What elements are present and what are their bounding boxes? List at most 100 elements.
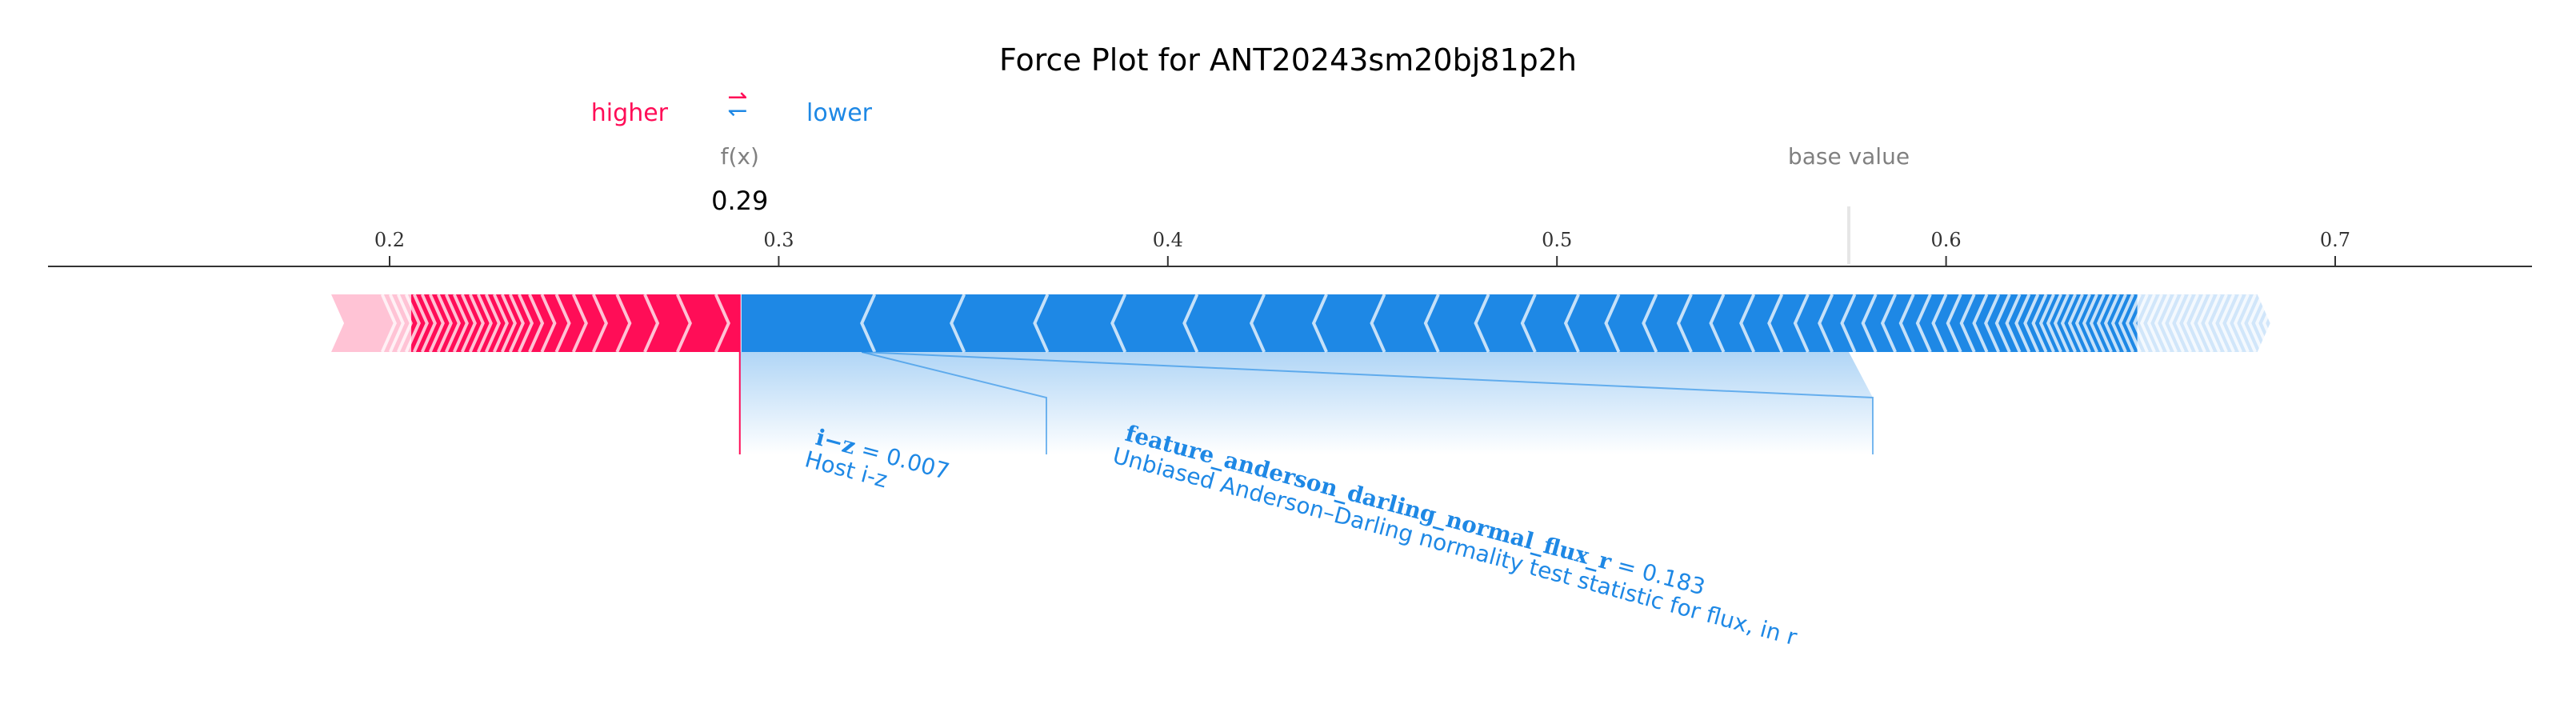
lower-chevron	[1520, 294, 1537, 353]
lower-chevron	[1994, 294, 2011, 353]
lower-chevron	[2218, 294, 2235, 353]
lower-chevron	[1915, 294, 1932, 353]
connector-iz	[862, 351, 1047, 454]
tick-label: 0.4	[1153, 229, 1183, 251]
lower-chevron	[2197, 294, 2214, 353]
higher-chevron	[404, 294, 421, 353]
lower-chevron	[2060, 294, 2077, 353]
lower-chevron	[2168, 294, 2185, 353]
lower-chevron	[2046, 294, 2062, 353]
tick-label: 0.5	[1542, 229, 1572, 251]
higher-chevron	[643, 294, 660, 353]
lower-chevron	[1898, 294, 1915, 353]
force-bars	[331, 294, 2278, 353]
lower-chevron	[1880, 294, 1897, 353]
lower-chevron	[2132, 294, 2149, 353]
higher-chevron	[508, 294, 525, 353]
svg-text:⇀: ⇀	[727, 83, 747, 111]
x-axis: 0.2 0.3 0.4 0.5 0.6 0.7	[48, 229, 2532, 267]
lower-chevron	[2074, 294, 2091, 353]
higher-chevron	[420, 294, 437, 353]
fx-label: f(x)	[721, 143, 759, 170]
lower-chevron	[2118, 294, 2134, 353]
lower-chevron	[2262, 294, 2278, 353]
feature-anderson-description: Unbiased Anderson–Darling normality test…	[1110, 442, 1800, 651]
higher-chevron	[468, 294, 485, 353]
higher-chevron	[554, 294, 571, 353]
base-value-label: base value	[1788, 143, 1910, 170]
higher-chevron	[412, 294, 429, 353]
lower-chevron	[2161, 294, 2178, 353]
lower-chevron	[2005, 294, 2022, 353]
lower-chevron	[950, 294, 966, 353]
lower-chevron	[1604, 294, 1621, 353]
lower-chevron	[1676, 294, 1693, 353]
lower-chevron	[1370, 294, 1386, 353]
lower-chevron	[1563, 294, 1580, 353]
fx-value: 0.29	[711, 186, 768, 216]
lower-chevron	[1311, 294, 1328, 353]
lower-chevron	[1959, 294, 1976, 353]
lower-chevron	[1972, 294, 1989, 353]
higher-chevron	[380, 294, 397, 353]
higher-chevron	[444, 294, 461, 353]
higher-chevron	[540, 294, 557, 353]
swap-arrows-icon: ⇀ ↽	[727, 83, 747, 125]
lower-chevron	[1182, 294, 1199, 353]
higher-chevron	[436, 294, 453, 353]
higher-chevron	[460, 294, 477, 353]
lower-chevron	[860, 294, 877, 353]
lower-chevron	[1110, 294, 1127, 353]
lower-chevron	[2038, 294, 2055, 353]
tick-label: 0.6	[1931, 229, 1962, 251]
lower-chevron	[1818, 294, 1834, 353]
lower-chevron	[2190, 294, 2206, 353]
lower-chevron	[1793, 294, 1810, 353]
feature-connectors	[862, 351, 1874, 454]
lower-chevron	[2014, 294, 2031, 353]
lower-feature-fan	[739, 352, 1873, 454]
higher-chevron	[492, 294, 509, 353]
higher-bar-tail	[331, 294, 412, 352]
lower-chevron	[2247, 294, 2264, 353]
legend: higher ⇀ ↽ lower	[591, 83, 873, 127]
lower-chevron	[2023, 294, 2040, 353]
lower-chevron	[2154, 294, 2170, 353]
higher-chevron	[428, 294, 445, 353]
higher-chevron	[396, 294, 413, 353]
tick-label: 0.3	[763, 229, 794, 251]
lower-chevron	[2182, 294, 2199, 353]
tick-label: 0.2	[374, 229, 405, 251]
lower-chevron	[2146, 294, 2163, 353]
lower-chevron	[2204, 294, 2221, 353]
lower-chevron	[2096, 294, 2113, 353]
higher-chevron	[615, 294, 632, 353]
lower-chevron	[2110, 294, 2127, 353]
higher-chevron	[528, 294, 545, 353]
lower-chevron	[1739, 294, 1756, 353]
lower-chevron	[2139, 294, 2156, 353]
lower-chevron	[2067, 294, 2084, 353]
tick-label: 0.7	[2320, 229, 2350, 251]
lower-chevron	[2082, 294, 2098, 353]
lower-chevron	[1946, 294, 1962, 353]
higher-chevron	[714, 294, 730, 353]
legend-higher-label: higher	[591, 99, 669, 127]
higher-chevron	[452, 294, 469, 353]
lower-chevron	[2233, 294, 2250, 353]
lower-chevron	[1423, 294, 1440, 353]
lower-chevron	[2053, 294, 2070, 353]
higher-chevron	[500, 294, 517, 353]
lower-chevron	[1767, 294, 1784, 353]
lower-chevron	[2103, 294, 2120, 353]
lower-chevron	[1709, 294, 1726, 353]
lower-chevron	[1931, 294, 1948, 353]
lower-chevron	[2226, 294, 2242, 353]
lower-chevron	[1474, 294, 1490, 353]
higher-chevron	[591, 294, 608, 353]
higher-chevron	[476, 294, 493, 353]
lower-chevron	[1840, 294, 1857, 353]
lower-chevron	[2175, 294, 2192, 353]
connector-anderson	[862, 351, 1874, 454]
